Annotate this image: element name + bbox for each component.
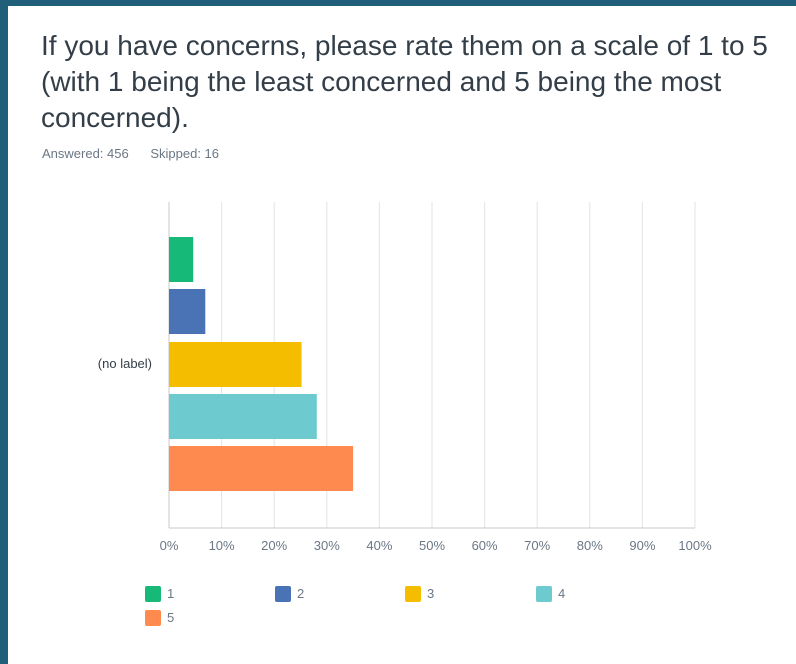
bar-3 — [169, 342, 302, 387]
x-tick-label: 50% — [419, 538, 445, 553]
x-tick-label: 90% — [629, 538, 655, 553]
question-title: If you have concerns, please rate them o… — [41, 30, 768, 133]
x-tick-label: 20% — [261, 538, 287, 553]
legend-label: 1 — [167, 586, 175, 602]
x-tick-label: 30% — [314, 538, 340, 553]
frame-top-border — [0, 0, 796, 6]
x-tick-label: 40% — [366, 538, 392, 553]
frame-left-border — [0, 0, 8, 664]
legend-label: 4 — [558, 586, 566, 602]
legend-swatch — [145, 585, 161, 602]
legend-label: 3 — [427, 586, 435, 602]
bar-4 — [169, 394, 317, 439]
response-stats: Answered: 456 Skipped: 16 — [42, 146, 219, 161]
x-tick-label: 0% — [160, 538, 179, 553]
legend-swatch — [145, 609, 161, 626]
bar-1 — [169, 237, 194, 282]
legend-item-3: 3 — [405, 585, 434, 603]
x-tick-label: 10% — [209, 538, 235, 553]
legend-label: 5 — [167, 610, 175, 626]
legend-item-5: 5 — [145, 609, 174, 627]
x-tick-label: 80% — [577, 538, 603, 553]
x-tick-label: 60% — [472, 538, 498, 553]
answered-count: Answered: 456 — [42, 146, 129, 161]
legend-swatch — [275, 585, 291, 602]
legend-label: 2 — [297, 586, 305, 602]
legend-swatch — [405, 585, 421, 602]
legend-item-2: 2 — [275, 585, 304, 603]
bar-2 — [169, 289, 206, 334]
legend-swatch — [536, 585, 552, 602]
legend-item-1: 1 — [145, 585, 174, 603]
category-label: (no label) — [98, 356, 152, 371]
x-tick-label: 70% — [524, 538, 550, 553]
legend-item-4: 4 — [536, 585, 565, 603]
bar-5 — [169, 446, 354, 491]
skipped-count: Skipped: 16 — [150, 146, 220, 161]
x-tick-label: 100% — [678, 538, 712, 553]
